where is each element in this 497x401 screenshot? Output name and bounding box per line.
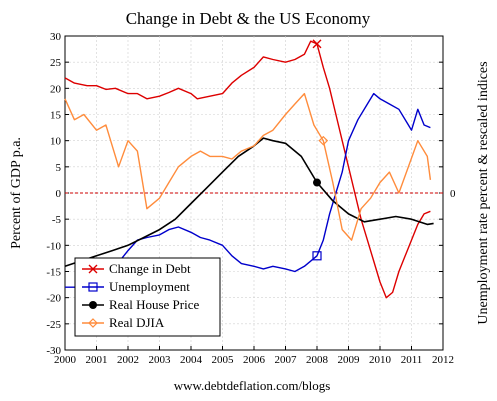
x-tick-label: 2011 — [401, 354, 423, 366]
legend-marker — [88, 282, 98, 292]
legend-item-unemployment: Unemployment — [82, 279, 190, 294]
series-real-djia — [64, 92, 432, 241]
y-tick-label: -15 — [46, 267, 61, 279]
x-tick-label: 2012 — [432, 354, 454, 366]
y-tick-label: -25 — [46, 319, 61, 331]
x-axis-ticks: 2000 2001 2002 2003 2004 2005 2006 2007 2008 2009… — [54, 346, 454, 366]
y-tick-label: -10 — [46, 240, 61, 252]
x-tick-label: 2002 — [117, 354, 139, 366]
series-line-real-djia — [64, 92, 432, 241]
y2-axis-label: Unemployment rate percent & rescaled ind… — [476, 61, 491, 324]
y-tick-label: 20 — [50, 83, 62, 95]
legend-item-change-in-debt: Change in Debt — [82, 261, 191, 276]
y-axis-label: Percent of GDP p.a. — [9, 137, 24, 249]
series-real-house-price — [64, 137, 434, 268]
y-tick-label: 15 — [50, 110, 62, 122]
legend-item-real-house-price: Real House Price — [82, 297, 199, 312]
legend: Change in Debt Unemployment Real House Pri… — [74, 257, 221, 337]
series-unemployment — [65, 92, 431, 288]
series-marker-change-in-debt — [312, 39, 322, 49]
legend-label: Unemployment — [109, 279, 190, 294]
y-tick-label: 25 — [50, 57, 62, 69]
series-marker-real-house-price — [313, 178, 321, 187]
x-tick-label: 2004 — [180, 354, 203, 366]
x-tick-label: 2007 — [275, 354, 298, 366]
series-line-real-house-price — [64, 137, 434, 268]
x-tick-label: 2006 — [243, 354, 266, 366]
legend-marker — [88, 264, 98, 274]
x-tick-label: 2001 — [86, 354, 108, 366]
legend-label: Change in Debt — [109, 261, 191, 276]
y-tick-label: 5 — [56, 162, 62, 174]
y-tick-label: -5 — [52, 214, 62, 226]
legend-item-real-djia: Real DJIA — [82, 315, 165, 330]
series-line-unemployment — [65, 92, 431, 288]
footer-url: www.debtdeflation.com/blogs — [174, 378, 331, 393]
legend-label: Real House Price — [109, 297, 199, 312]
y-tick-label: 30 — [50, 31, 62, 43]
x-tick-label: 2005 — [212, 354, 235, 366]
x-tick-label: 2003 — [149, 354, 172, 366]
series-layer — [64, 39, 434, 299]
y-tick-label: 0 — [56, 188, 62, 200]
y-tick-label: -20 — [46, 293, 61, 305]
x-tick-label: 2010 — [369, 354, 392, 366]
y-tick-label: -30 — [46, 345, 61, 357]
x-tick-label: 2000 — [54, 354, 77, 366]
y-tick-label: 10 — [50, 136, 62, 148]
y-axis-ticks: -30 -25 -20 -15 -10 -5 0 5 10 15 20 25 30 — [46, 31, 443, 357]
right-zero-label: 0 — [450, 188, 456, 200]
legend-label: Real DJIA — [109, 315, 165, 330]
chart-title: Change in Debt & the US Economy — [126, 9, 371, 28]
legend-items: Change in Debt Unemployment Real House Pri… — [82, 261, 199, 330]
legend-marker — [88, 318, 98, 328]
legend-marker — [89, 301, 97, 309]
x-tick-label: 2009 — [338, 354, 361, 366]
series-marker-unemployment — [312, 251, 322, 261]
series-change-in-debt — [64, 39, 431, 299]
series-marker-real-djia — [318, 135, 329, 146]
series-line-change-in-debt — [64, 40, 431, 299]
x-tick-label: 2008 — [306, 354, 329, 366]
